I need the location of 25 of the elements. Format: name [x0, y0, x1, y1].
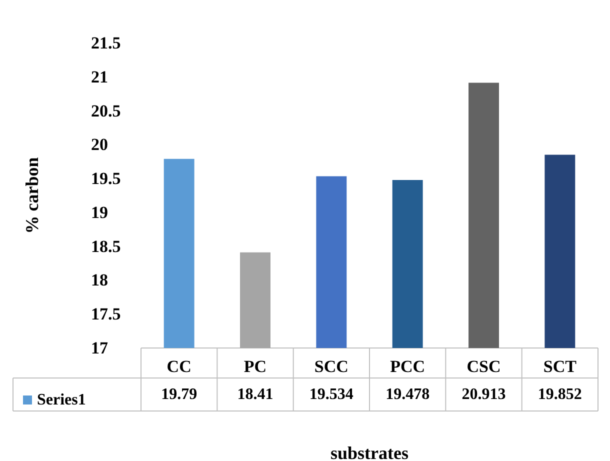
data-label: 19.852: [538, 386, 582, 403]
y-tick-label: 20.5: [91, 101, 121, 120]
y-tick-label: 17: [91, 338, 108, 358]
y-tick-label: 21.5: [91, 34, 121, 52]
x-tick-label: SCC: [314, 357, 348, 376]
data-label: 18.41: [237, 386, 274, 403]
data-label: 19.79: [161, 386, 198, 403]
y-tick-label: 18: [91, 270, 108, 290]
data-label: 19.478: [386, 386, 430, 403]
x-tick-label: SCT: [543, 357, 578, 376]
y-tick-label: 18.5: [91, 236, 121, 256]
y-axis-title: % carbon: [22, 157, 42, 234]
data-label: 19.534: [309, 386, 354, 403]
x-tick-label: CSC: [466, 357, 501, 376]
y-tick-label: 20: [91, 135, 108, 154]
y-tick-label: 19: [91, 202, 108, 222]
data-label: 20.913: [462, 386, 506, 403]
x-tick-label: PCC: [390, 357, 426, 376]
y-tick-label: 19.5: [91, 169, 121, 188]
x-tick-label: PC: [244, 357, 267, 376]
x-tick-label: CC: [166, 357, 192, 376]
x-axis-title: substrates: [330, 443, 409, 461]
legend-label: Series1: [37, 392, 86, 408]
y-tick-label: 17.5: [91, 304, 121, 324]
y-tick-label: 21: [91, 67, 108, 86]
